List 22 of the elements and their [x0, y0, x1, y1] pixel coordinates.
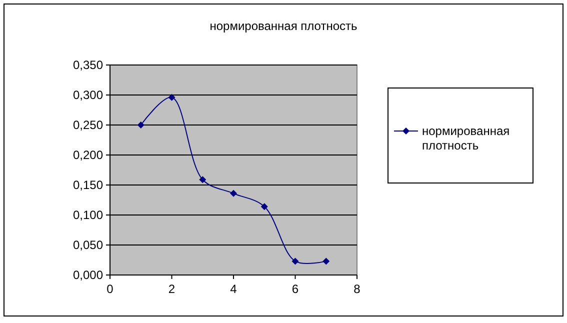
y-tick-label: 0,250: [72, 118, 104, 132]
point: [199, 176, 206, 184]
legend-label: нормированная плотность: [422, 124, 510, 153]
y-tick-label: 0,300: [72, 88, 104, 102]
x-tick-label: 8: [354, 282, 361, 296]
y-tick-label: 0,000: [72, 268, 104, 282]
x-tick-label: 4: [230, 282, 238, 296]
point: [292, 258, 299, 265]
x-tick-label: 0: [106, 282, 114, 296]
y-tick-label: 0,100: [72, 208, 104, 222]
chart-title: нормированная плотность: [210, 19, 358, 33]
point: [322, 258, 330, 265]
point: [137, 122, 144, 128]
x-tick-label: 6: [292, 282, 299, 296]
point: [168, 94, 176, 101]
y-tick-label: 0,050: [72, 238, 104, 252]
x-tick-label: 2: [168, 282, 176, 296]
y-tick-label: 0,200: [72, 148, 104, 162]
y-tick-label: 0,150: [72, 178, 104, 192]
y-tick-label: 0,350: [72, 58, 104, 72]
point: [260, 203, 268, 210]
point: [230, 190, 237, 197]
